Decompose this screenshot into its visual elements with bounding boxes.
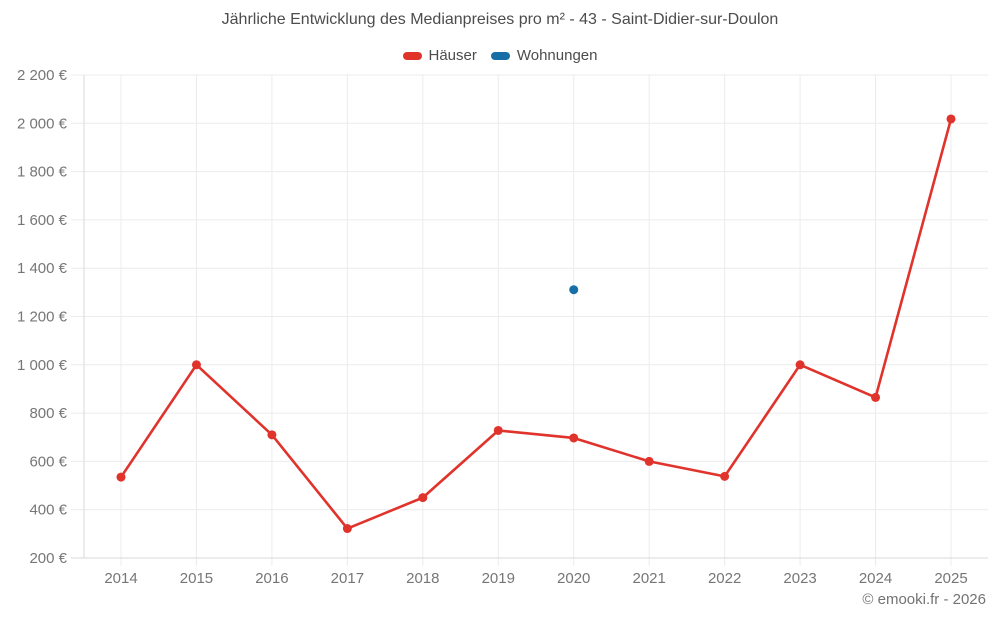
chart-title: Jährliche Entwicklung des Medianpreises … bbox=[221, 11, 779, 28]
data-point-häuser-2015[interactable] bbox=[191, 360, 201, 370]
y-axis-tick-label: 1 400 € bbox=[17, 260, 68, 277]
data-point-häuser-2017[interactable] bbox=[342, 524, 352, 534]
y-axis-tick-label: 1 200 € bbox=[17, 309, 68, 326]
data-point-häuser-2023[interactable] bbox=[795, 360, 805, 370]
x-axis-tick-label: 2019 bbox=[482, 570, 515, 587]
x-axis-tick-label: 2017 bbox=[331, 570, 364, 587]
y-axis-tick-label: 2 000 € bbox=[17, 115, 68, 132]
y-axis-tick-label: 2 200 € bbox=[17, 67, 68, 84]
haeuser-swatch-icon bbox=[402, 51, 422, 60]
x-axis-tick-label: 2014 bbox=[104, 570, 137, 587]
x-axis-tick-label: 2023 bbox=[783, 570, 816, 587]
data-point-häuser-2024[interactable] bbox=[871, 392, 881, 402]
data-point-häuser-2019[interactable] bbox=[493, 425, 503, 435]
x-axis-tick-label: 2022 bbox=[708, 570, 741, 587]
footer-credit: © emooki.fr - 2026 bbox=[862, 591, 986, 608]
data-point-häuser-2022[interactable] bbox=[720, 471, 730, 481]
x-axis-tick-label: 2024 bbox=[859, 570, 892, 587]
legend-label-haeuser: Häuser bbox=[428, 47, 477, 64]
x-axis-tick-label: 2016 bbox=[255, 570, 288, 587]
data-point-häuser-2016[interactable] bbox=[267, 430, 277, 440]
legend-item-haeuser[interactable]: Häuser bbox=[402, 47, 477, 64]
data-point-häuser-2018[interactable] bbox=[418, 493, 428, 503]
y-axis-tick-label: 1 800 € bbox=[17, 164, 68, 181]
y-axis-tick-label: 1 000 € bbox=[17, 357, 68, 374]
data-point-häuser-2021[interactable] bbox=[644, 456, 654, 466]
wohnungen-swatch-icon bbox=[490, 51, 510, 60]
data-point-häuser-2025[interactable] bbox=[946, 114, 956, 124]
y-axis-tick-label: 800 € bbox=[29, 405, 67, 422]
data-point-häuser-2014[interactable] bbox=[116, 472, 126, 482]
y-axis-tick-label: 200 € bbox=[29, 550, 67, 567]
x-axis-tick-label: 2018 bbox=[406, 570, 439, 587]
legend-item-wohnungen[interactable]: Wohnungen bbox=[490, 47, 598, 64]
y-axis-tick-label: 1 600 € bbox=[17, 212, 68, 229]
x-axis-tick-label: 2015 bbox=[180, 570, 213, 587]
x-axis-tick-label: 2021 bbox=[632, 570, 665, 587]
data-point-wohnungen-2020[interactable] bbox=[569, 285, 579, 295]
series-line-häuser bbox=[119, 117, 953, 530]
x-axis-tick-label: 2020 bbox=[557, 570, 590, 587]
y-axis-tick-label: 400 € bbox=[29, 502, 67, 519]
legend: Häuser Wohnungen bbox=[0, 47, 1000, 64]
data-point-häuser-2020[interactable] bbox=[569, 433, 579, 443]
legend-label-wohnungen: Wohnungen bbox=[516, 47, 598, 64]
y-axis-tick-label: 600 € bbox=[29, 453, 67, 470]
x-axis-tick-label: 2025 bbox=[934, 570, 967, 587]
